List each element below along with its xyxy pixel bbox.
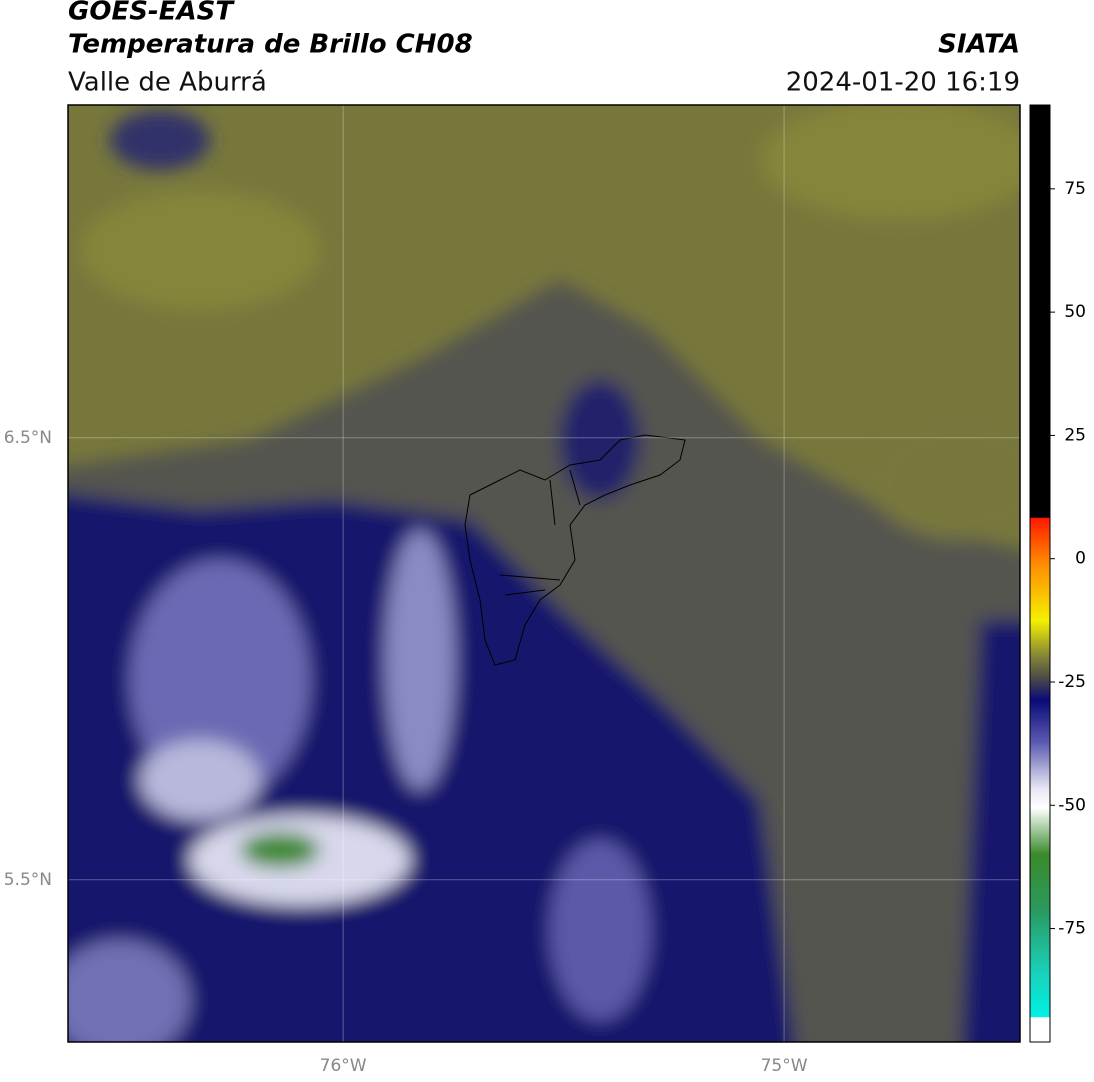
lon-label: 75°W: [761, 1056, 808, 1076]
colorbar-tick-label: 75: [1064, 179, 1086, 199]
colorbar-tick-label: 0: [1075, 549, 1086, 569]
region: Valle de Aburrá: [68, 68, 267, 98]
agency: SIATA: [938, 30, 1020, 60]
colorbar-tick-label: -25: [1058, 672, 1086, 692]
lat-label: 6.5°N: [4, 428, 52, 448]
lat-label: 5.5°N: [4, 870, 52, 890]
colorbar-tick-label: 50: [1064, 302, 1086, 322]
colorbar-tick-label: 25: [1064, 425, 1086, 445]
colorbar: [1029, 104, 1051, 1043]
lon-label: 76°W: [320, 1056, 367, 1076]
colorbar-tick-label: -75: [1058, 919, 1086, 939]
datetime: 2024-01-20 16:19: [786, 68, 1020, 98]
colorbar-tick-label: -50: [1058, 795, 1086, 815]
map-frame: [67, 104, 1021, 1043]
title: GOES-EAST: [68, 0, 235, 27]
subtitle: Temperatura de Brillo CH08: [68, 30, 473, 60]
municipal-boundaries: [464, 434, 686, 666]
satellite-image: [68, 105, 1020, 1042]
